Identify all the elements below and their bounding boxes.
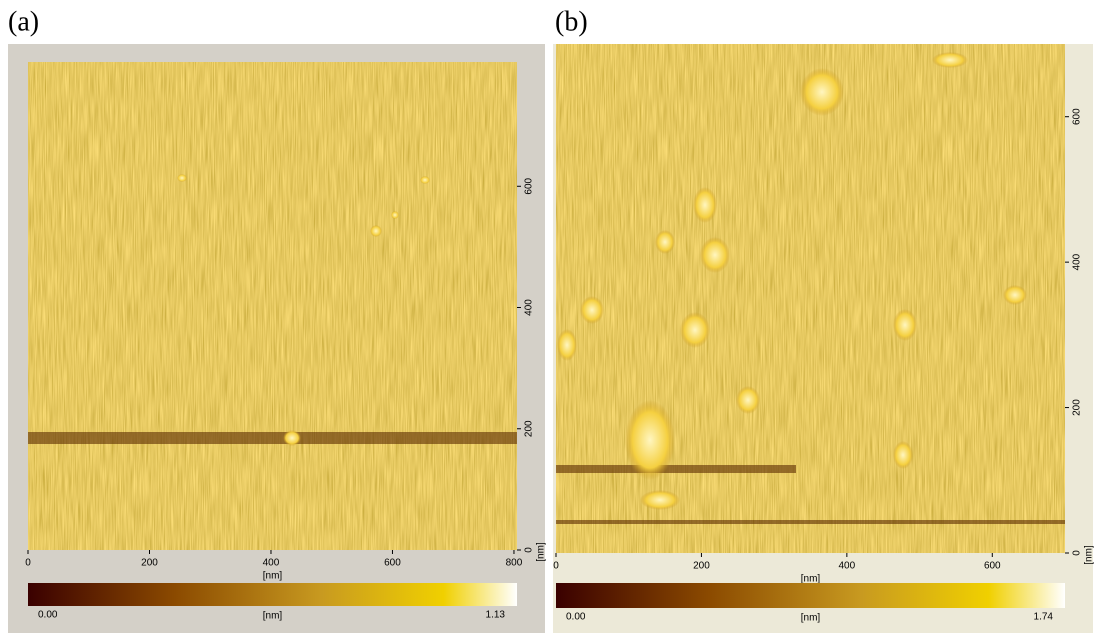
image-feature: [736, 386, 760, 414]
image-feature: [893, 309, 917, 341]
colorbar-label: [nm]: [801, 613, 821, 624]
x-tick-label: 600: [984, 561, 1001, 572]
x-tick-label: 200: [141, 558, 158, 569]
afm-image: [556, 44, 1065, 553]
colorbar-tick-label: 1.13: [486, 610, 506, 621]
image-feature: [800, 68, 844, 116]
x-tick-label: 0: [25, 558, 31, 569]
image-feature: [625, 400, 675, 480]
y-tick-label: 600: [1072, 108, 1083, 125]
image-feature: [580, 296, 604, 324]
y-tick-label: 400: [1072, 253, 1083, 270]
colorbar-tick-label: 0.00: [38, 610, 58, 621]
colorbar-tick-label: 1.74: [1034, 612, 1054, 623]
colorbar-tick-label: 0.00: [566, 612, 586, 623]
panel-label: (b): [555, 6, 588, 37]
y-tick-label: 200: [524, 420, 535, 437]
image-feature: [177, 174, 187, 182]
y-tick-label: 600: [524, 177, 535, 194]
image-feature: [893, 441, 913, 469]
image-feature: [1003, 285, 1027, 305]
image-feature: [557, 329, 577, 361]
x-axis-label: [nm]: [263, 571, 283, 582]
colorbar: [556, 583, 1065, 608]
image-feature: [370, 225, 382, 237]
image-feature: [556, 520, 1065, 524]
panel-label: (a): [8, 6, 39, 37]
y-tick-label: 0: [1072, 550, 1083, 556]
colorbar-label: [nm]: [263, 611, 283, 622]
image-feature: [556, 465, 796, 473]
y-axis-label: [nm]: [536, 542, 547, 562]
y-tick-label: 0: [524, 547, 535, 553]
colorbar: [28, 583, 517, 606]
image-feature: [420, 176, 430, 184]
image-feature: [640, 490, 680, 510]
x-tick-label: 600: [384, 558, 401, 569]
image-feature: [283, 430, 301, 446]
image-feature: [932, 52, 968, 68]
image-feature: [655, 230, 675, 254]
x-tick-label: 800: [506, 558, 523, 569]
y-axis-label: [nm]: [1084, 545, 1095, 565]
y-tick-label: 200: [1072, 399, 1083, 416]
x-tick-label: 0: [553, 561, 559, 572]
image-feature: [680, 312, 710, 348]
x-tick-label: 400: [839, 561, 856, 572]
image-feature: [28, 432, 517, 444]
afm-image: [28, 62, 517, 550]
image-feature: [391, 211, 399, 219]
figure: (a)0200400600800[nm]0200400600[nm]0.001.…: [0, 0, 1099, 633]
image-feature: [693, 187, 717, 223]
y-tick-label: 400: [524, 299, 535, 316]
image-feature: [700, 237, 730, 273]
x-axis-label: [nm]: [801, 574, 821, 585]
x-tick-label: 400: [263, 558, 280, 569]
x-tick-label: 200: [693, 561, 710, 572]
